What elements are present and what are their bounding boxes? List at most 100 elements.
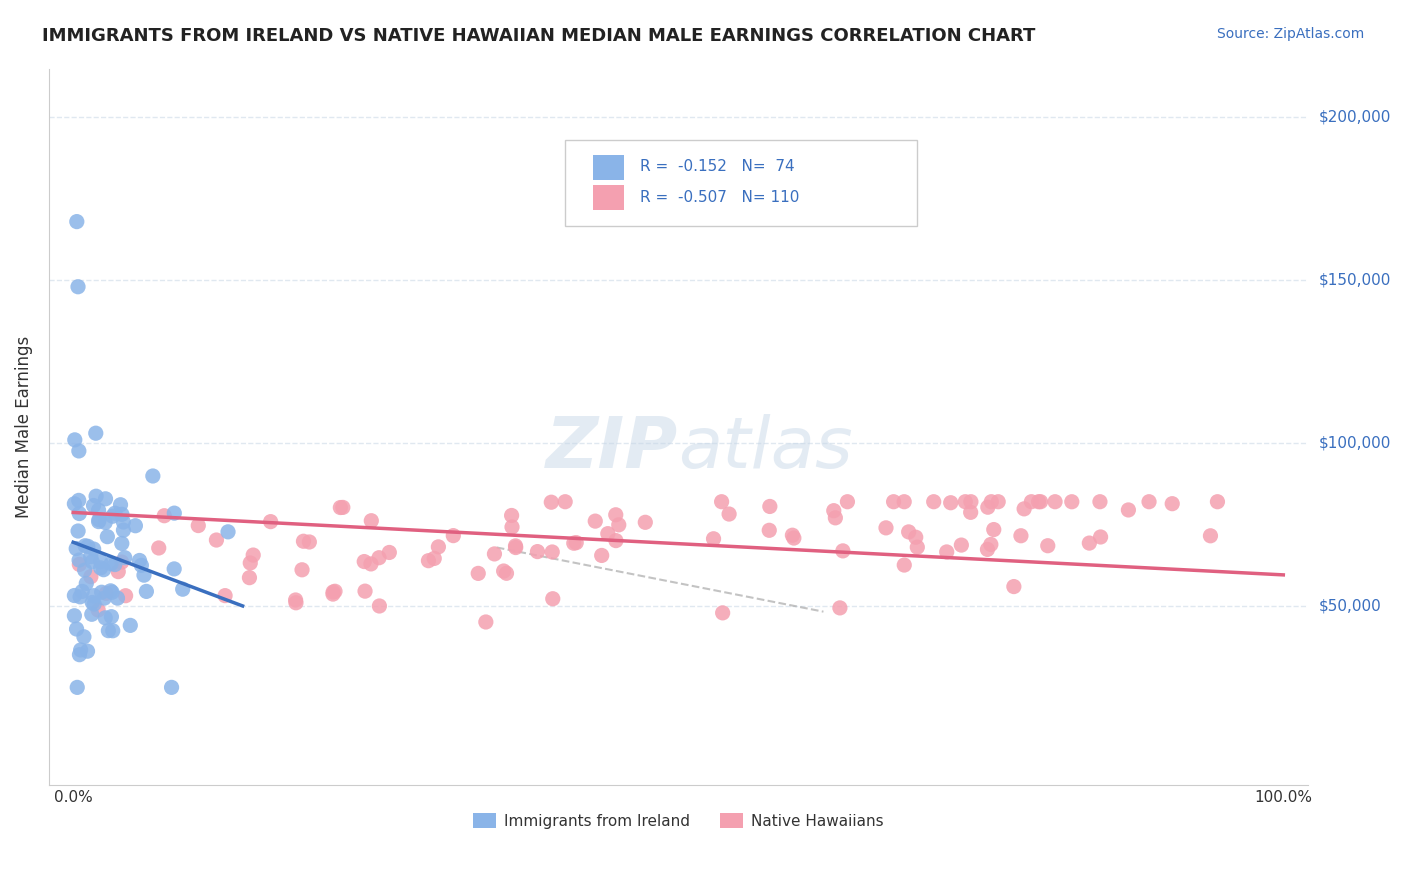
Point <box>67 524 90 538</box>
Point <box>505 541 527 555</box>
Point <box>67 444 90 458</box>
Text: R =  -0.507   N= 110: R = -0.507 N= 110 <box>641 190 800 205</box>
Point <box>291 563 314 577</box>
Point <box>1060 495 1083 509</box>
Point <box>292 534 315 549</box>
Point <box>135 584 157 599</box>
Point <box>73 630 96 644</box>
Point <box>329 500 352 515</box>
Point <box>322 587 344 601</box>
Text: Source: ZipAtlas.com: Source: ZipAtlas.com <box>1216 27 1364 41</box>
Point <box>505 539 527 553</box>
Point <box>96 530 118 544</box>
Text: ZIP: ZIP <box>546 414 678 483</box>
Point <box>111 555 134 569</box>
Point <box>565 535 588 549</box>
Point <box>205 533 228 547</box>
Point <box>935 545 957 559</box>
Point <box>67 507 90 521</box>
Point <box>893 494 915 508</box>
FancyBboxPatch shape <box>593 154 624 179</box>
Point <box>66 214 89 228</box>
Point <box>131 558 153 573</box>
Point <box>831 544 853 558</box>
Point <box>142 469 165 483</box>
Point <box>596 526 619 541</box>
Point <box>76 644 98 658</box>
Point <box>1206 494 1229 508</box>
Point <box>284 596 307 610</box>
Point <box>82 555 104 569</box>
Point <box>104 558 127 572</box>
Point <box>87 603 110 617</box>
Point <box>242 548 264 562</box>
Point <box>501 508 523 523</box>
Point <box>83 499 105 513</box>
Point <box>153 508 176 523</box>
Point <box>124 518 146 533</box>
Point <box>758 524 780 538</box>
Point <box>977 500 1000 515</box>
Point <box>501 520 523 534</box>
Point <box>960 494 983 508</box>
Point <box>353 555 375 569</box>
Point <box>100 583 122 598</box>
Point <box>187 518 209 533</box>
Point <box>980 537 1002 551</box>
Point <box>75 576 97 591</box>
Point <box>83 542 105 557</box>
Point <box>100 609 122 624</box>
Point <box>607 517 630 532</box>
Point <box>217 524 239 539</box>
Point <box>541 591 564 606</box>
Point <box>710 494 733 508</box>
Point <box>1118 503 1140 517</box>
Point <box>1028 494 1050 508</box>
Point <box>238 571 260 585</box>
Point <box>63 608 86 623</box>
Point <box>475 615 498 629</box>
Point <box>1137 494 1160 508</box>
FancyBboxPatch shape <box>565 140 917 227</box>
Point <box>65 622 87 636</box>
Point <box>323 584 346 599</box>
Point <box>63 589 86 603</box>
Point <box>80 569 103 583</box>
Point <box>132 568 155 582</box>
Point <box>163 506 186 520</box>
Point <box>828 600 851 615</box>
Point <box>484 547 506 561</box>
Point <box>718 507 741 521</box>
Point <box>441 528 464 542</box>
Point <box>540 495 562 509</box>
Point <box>94 611 117 625</box>
Point <box>583 514 606 528</box>
Point <box>905 540 928 554</box>
Point <box>80 549 103 564</box>
Point <box>893 558 915 572</box>
Point <box>591 549 613 563</box>
Point <box>1036 539 1059 553</box>
Point <box>114 589 136 603</box>
Point <box>104 506 127 520</box>
Point <box>423 551 446 566</box>
Point <box>711 606 734 620</box>
Point <box>823 503 845 517</box>
Point <box>101 624 124 638</box>
Point <box>87 503 110 517</box>
Point <box>897 524 920 539</box>
Point <box>259 515 281 529</box>
Text: $150,000: $150,000 <box>1319 273 1391 288</box>
Point <box>93 591 115 606</box>
Point <box>83 597 105 611</box>
Point <box>1161 497 1184 511</box>
Point <box>172 582 194 597</box>
Point <box>883 494 905 508</box>
Point <box>759 500 782 514</box>
Point <box>1012 501 1035 516</box>
Point <box>112 523 135 537</box>
Point <box>101 585 124 599</box>
Legend: Immigrants from Ireland, Native Hawaiians: Immigrants from Ireland, Native Hawaiian… <box>467 806 890 835</box>
Point <box>368 599 391 613</box>
Text: atlas: atlas <box>678 414 853 483</box>
